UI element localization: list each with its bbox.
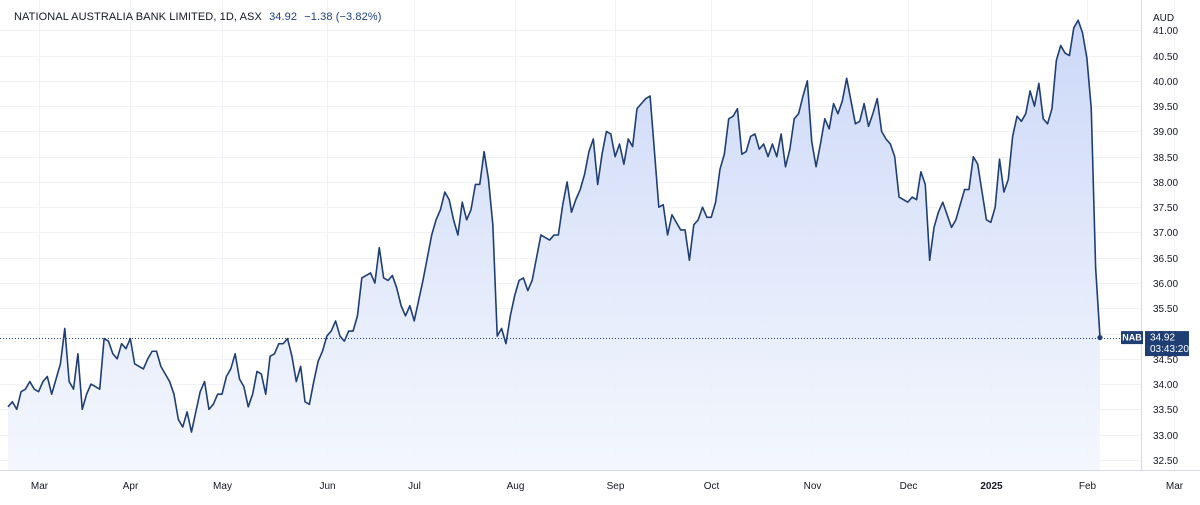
time-tick-label: Apr [123,481,139,492]
last-price: 34.92 [269,11,298,23]
time-axis-labels: Mar Apr May Jun Jul Aug Sep Oct Nov Dec 2025 Feb Mar [31,481,1184,492]
price-tick-label: 38.00 [1153,178,1178,189]
time-tick-label: Aug [507,481,525,492]
last-price-badge-value: 34.92 [1150,333,1175,344]
time-tick-label: Oct [704,481,720,492]
time-tick-label: Sep [607,481,625,492]
line-layer [7,19,1101,433]
last-price-dot [1097,334,1103,341]
price-tick-label: 40.00 [1153,77,1178,88]
time-tick-label: Nov [804,481,822,492]
bar-countdown: 03:43:20 [1150,344,1189,355]
time-tick-label: Dec [900,481,918,492]
ticker-badge [1121,331,1143,345]
price-tick-label: 33.00 [1153,431,1178,442]
price-line [7,19,1101,433]
last-price-marker: NAB 34.92 03:43:20 [0,331,1189,357]
price-tick-label: 34.00 [1153,380,1178,391]
price-tick-label: 36.00 [1153,279,1178,290]
time-tick-label: Feb [1079,481,1097,492]
price-area [8,20,1100,470]
price-tick-label: 32.50 [1153,456,1178,467]
area-layer [8,20,1100,470]
price-tick-label: 35.50 [1153,304,1178,315]
price-tick-label: 37.50 [1153,203,1178,214]
price-tick-label: 34.50 [1153,355,1178,366]
price-axis-labels: 32.5033.0033.5034.0034.5035.0035.5036.00… [1153,26,1178,467]
time-tick-label: Jun [319,481,335,492]
price-change: −1.38 (−3.82%) [304,11,382,23]
price-tick-label: 41.00 [1153,26,1178,37]
instrument-legend: NATIONAL AUSTRALIA BANK LIMITED, 1D, ASX… [14,11,382,23]
price-tick-label: 40.50 [1153,52,1178,63]
price-tick-label: 33.50 [1153,405,1178,416]
price-tick-label: 39.50 [1153,102,1178,113]
time-tick-label: Mar [31,481,49,492]
ticker-badge-label: NAB [1122,333,1142,343]
time-tick-label: Mar [1166,481,1184,492]
instrument-title: NATIONAL AUSTRALIA BANK LIMITED, 1D, ASX [14,11,262,23]
price-tick-label: 36.50 [1153,254,1178,265]
time-tick-label: 2025 [980,481,1003,492]
price-tick-label: 39.00 [1153,127,1178,138]
price-tick-label: 38.50 [1153,153,1178,164]
price-tick-label: 37.00 [1153,228,1178,239]
time-tick-label: May [213,481,232,492]
time-tick-label: Jul [408,481,421,492]
price-axis-currency: AUD [1153,13,1174,24]
axis-layer: AUD [0,0,1200,471]
last-price-badge [1145,331,1189,357]
